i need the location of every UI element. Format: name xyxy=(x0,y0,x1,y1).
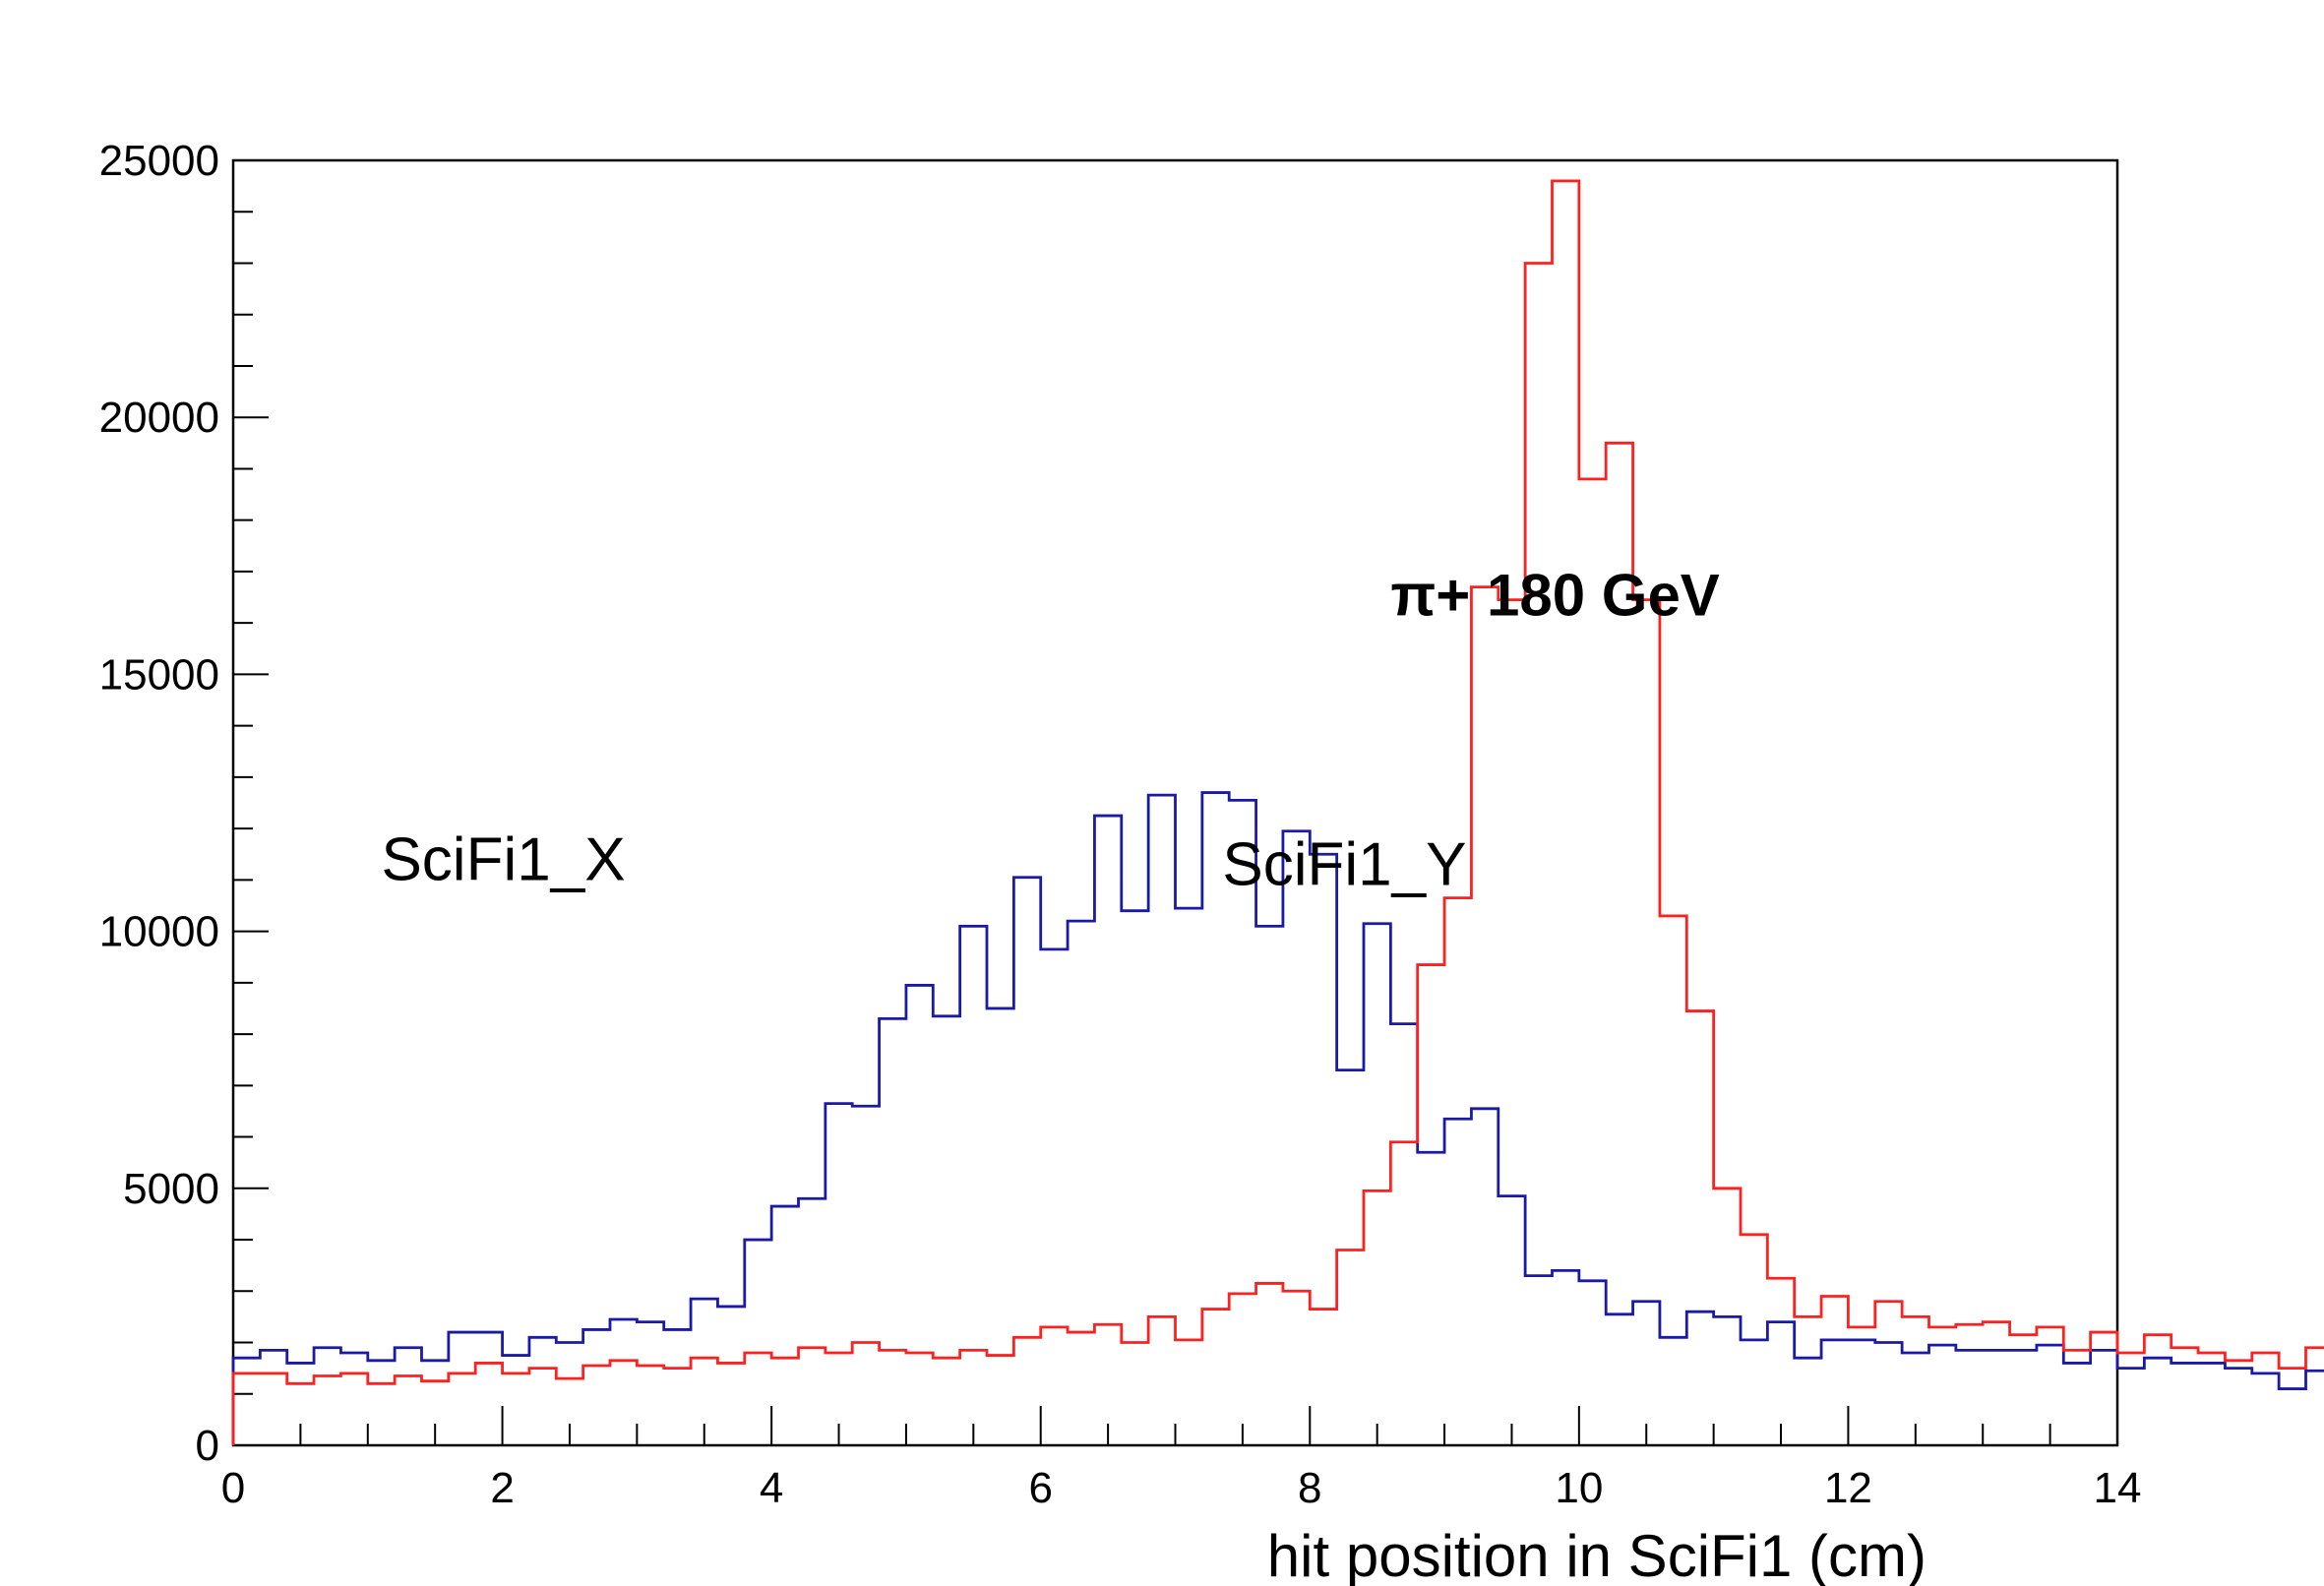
y-tick-label: 0 xyxy=(196,1422,219,1470)
y-tick-label: 25000 xyxy=(99,137,219,185)
series-label-scifi1-x: SciFi1_X xyxy=(381,825,625,893)
beam-annotation: π+ 180 GeV xyxy=(1390,562,1719,628)
series-scifi1-y xyxy=(231,179,2324,1445)
x-axis-title: hit position in SciFi1 (cm) xyxy=(1267,1523,1926,1586)
y-tick-label: 10000 xyxy=(99,908,219,956)
x-tick-label: 0 xyxy=(221,1464,245,1512)
series-layer xyxy=(231,179,2324,1445)
x-tick-label: 4 xyxy=(760,1464,783,1512)
x-tick-label: 12 xyxy=(1824,1464,1872,1512)
x-tick-label: 2 xyxy=(490,1464,514,1512)
x-tick-label: 8 xyxy=(1298,1464,1321,1512)
series-label-scifi1-y: SciFi1_Y xyxy=(1222,831,1466,899)
x-tick-label: 10 xyxy=(1555,1464,1603,1512)
x-axis: 0 2 4 6 8 10 12 14 xyxy=(221,1406,2142,1512)
series-scifi1-x xyxy=(231,791,2324,1445)
x-tick-label: 14 xyxy=(2094,1464,2142,1512)
label-layer: hit position in SciFi1 (cm) π+ 180 GeV S… xyxy=(381,562,1926,1586)
y-axis: 0 5000 10000 15000 20000 25000 xyxy=(99,137,269,1470)
y-tick-label: 15000 xyxy=(99,650,219,699)
y-tick-label: 5000 xyxy=(123,1165,219,1213)
x-tick-label: 6 xyxy=(1028,1464,1052,1512)
y-tick-label: 20000 xyxy=(99,394,219,442)
